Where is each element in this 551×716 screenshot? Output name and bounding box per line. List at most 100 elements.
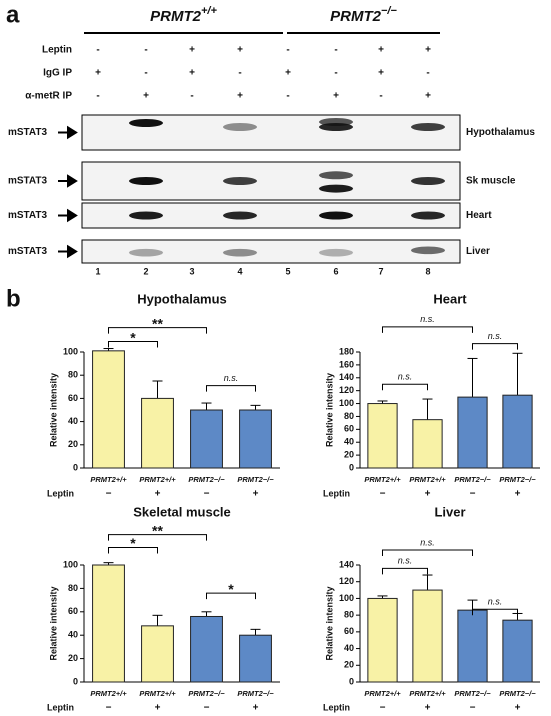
gene: PRMT2 xyxy=(150,8,201,25)
blot-right-label: Heart xyxy=(466,210,492,221)
lane-number: 3 xyxy=(189,266,194,276)
row-sign: - xyxy=(379,91,382,102)
row-sign: - xyxy=(334,68,337,79)
band xyxy=(223,123,257,131)
bracket xyxy=(382,383,428,391)
band xyxy=(319,184,353,193)
arrow xyxy=(58,174,78,188)
blot-left-label: mSTAT3 xyxy=(8,210,48,221)
y-tick-label: 100 xyxy=(339,593,354,603)
leptin-sign: − xyxy=(106,489,112,500)
leptin-sign: − xyxy=(204,489,210,500)
band xyxy=(129,177,163,185)
lane-number: 8 xyxy=(425,266,430,276)
x-tick-label: PRMT2−/− xyxy=(188,475,225,484)
arrow xyxy=(58,208,78,223)
genotype: −/− xyxy=(381,5,397,17)
bar xyxy=(239,409,272,469)
bar xyxy=(190,409,223,469)
x-tick-label: PRMT2−/− xyxy=(454,689,491,698)
leptin-sign: + xyxy=(155,489,161,500)
x-tick-label: PRMT2−/− xyxy=(499,689,536,698)
row-sign: - xyxy=(286,91,289,102)
leptin-sign: + xyxy=(155,703,161,714)
bar xyxy=(367,597,398,683)
y-tick-label: 80 xyxy=(68,583,78,593)
bracket xyxy=(382,326,473,333)
y-tick-label: 120 xyxy=(339,385,354,395)
y-tick-label: 80 xyxy=(68,370,78,380)
bar xyxy=(412,419,443,469)
bracket-label: n.s. xyxy=(420,314,435,324)
y-tick-label: 0 xyxy=(73,676,78,686)
y-tick-label: 40 xyxy=(344,643,354,653)
panel-label: a xyxy=(6,1,20,28)
row-sign: + xyxy=(189,45,195,56)
leptin-sign: + xyxy=(253,703,259,714)
y-tick-label: 60 xyxy=(344,424,354,434)
lane-number: 6 xyxy=(333,266,338,276)
row-sign: + xyxy=(237,45,243,56)
group-header: PRMT2+/+ xyxy=(150,5,217,25)
y-tick-label: 100 xyxy=(339,398,354,408)
row-sign: - xyxy=(286,45,289,56)
bracket-label: * xyxy=(228,581,234,597)
row-sign: - xyxy=(96,45,99,56)
x-tick-label: PRMT2+/+ xyxy=(90,475,127,484)
bracket xyxy=(108,534,207,541)
lane-number: 1 xyxy=(95,266,100,276)
y-tick-label: 60 xyxy=(68,393,78,403)
bar xyxy=(141,397,174,469)
y-tick-label: 40 xyxy=(344,437,354,447)
y-axis-label: Relative intensity xyxy=(324,373,334,447)
y-tick-label: 180 xyxy=(339,346,354,356)
bracket xyxy=(108,546,158,554)
bracket-label: n.s. xyxy=(420,537,435,547)
arrow xyxy=(58,125,78,140)
leptin-label: Leptin xyxy=(47,702,74,712)
row-sign: + xyxy=(189,68,195,79)
bracket xyxy=(382,567,428,575)
bracket-label: n.s. xyxy=(224,373,239,383)
leptin-sign: − xyxy=(470,703,476,714)
bracket-label: * xyxy=(130,329,136,345)
bar xyxy=(190,615,223,683)
y-tick-label: 60 xyxy=(68,606,78,616)
x-tick-label: PRMT2+/+ xyxy=(364,475,401,484)
leptin-sign: + xyxy=(515,489,521,500)
bracket-label: n.s. xyxy=(398,372,413,382)
x-tick-label: PRMT2+/+ xyxy=(409,475,446,484)
row-sign: + xyxy=(143,91,149,102)
y-axis-label: Relative intensity xyxy=(48,373,58,447)
y-tick-label: 0 xyxy=(73,462,78,472)
bracket xyxy=(472,343,518,350)
leptin-sign: − xyxy=(380,489,386,500)
chart-title: Skeletal muscle xyxy=(133,504,231,519)
band xyxy=(319,123,353,131)
blot-right-label: Hypothalamus xyxy=(466,127,535,138)
band xyxy=(411,246,445,255)
chart-title: Hypothalamus xyxy=(137,291,227,306)
row-sign: - xyxy=(426,68,429,79)
bracket-label: n.s. xyxy=(398,556,413,566)
row-label: α-metR IP xyxy=(25,91,72,102)
y-tick-label: 140 xyxy=(339,559,354,569)
band xyxy=(411,177,445,185)
band xyxy=(129,248,163,257)
leptin-sign: − xyxy=(380,703,386,714)
bracket-label: n.s. xyxy=(488,597,503,607)
bar xyxy=(412,589,443,683)
leptin-sign: + xyxy=(425,489,431,500)
band xyxy=(129,211,163,220)
row-sign: + xyxy=(378,45,384,56)
y-tick-label: 80 xyxy=(344,411,354,421)
row-sign: + xyxy=(378,68,384,79)
blot-left-label: mSTAT3 xyxy=(8,127,48,138)
row-sign: + xyxy=(285,68,291,79)
bracket xyxy=(108,341,158,348)
lane-number: 2 xyxy=(143,266,148,276)
bar xyxy=(92,564,125,683)
band xyxy=(223,211,257,220)
band xyxy=(319,211,353,220)
